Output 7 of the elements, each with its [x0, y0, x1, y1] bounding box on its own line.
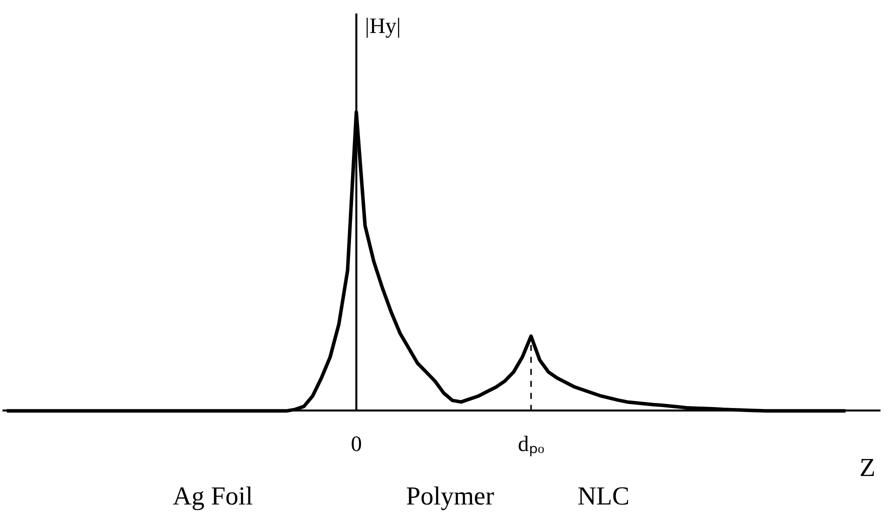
x-tick-label: dₚₒ	[518, 430, 544, 457]
text: NLC	[577, 482, 630, 511]
text: Polymer	[406, 482, 494, 511]
x-tick-label: 0	[350, 430, 362, 456]
y-axis-title: |Hy|	[365, 12, 401, 38]
x-axis-title: Z	[859, 453, 876, 482]
text: Ag Foil	[172, 482, 253, 511]
